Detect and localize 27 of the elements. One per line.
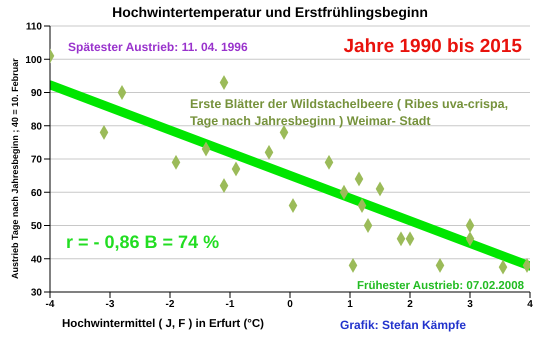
x-tick-label: -2 xyxy=(166,299,175,310)
y-tick-label: 110 xyxy=(26,22,42,33)
x-tick-label: 2 xyxy=(407,299,414,310)
chart-title: Hochwintertemperatur und Erstfrühlingsbeginn xyxy=(111,4,429,20)
x-axis-title: Hochwintermittel ( J, F ) in Erfurt (°C) xyxy=(62,318,264,330)
y-tick-label: 40 xyxy=(30,254,42,266)
y-tick-label: 60 xyxy=(30,188,42,199)
x-tick-label: 3 xyxy=(467,299,474,310)
x-tick-label: 1 xyxy=(347,299,354,310)
annotation: Frühester Austrieb: 07.02.2008 xyxy=(356,280,524,292)
x-tick-label: -1 xyxy=(226,299,235,310)
y-tick-label: 100 xyxy=(25,54,42,66)
x-tick-label: 4 xyxy=(527,299,534,310)
x-tick-label: 0 xyxy=(287,299,294,310)
annotation: r = - 0,86 B = 74 % xyxy=(66,232,220,253)
y-tick-label: 50 xyxy=(30,221,42,232)
y-tick-label: 70 xyxy=(30,154,42,166)
y-tick-label: 80 xyxy=(30,121,42,132)
text: Grafik: Stefan Kämpfe xyxy=(340,318,466,332)
y-tick-label: 30 xyxy=(30,288,42,299)
x-tick-label: -4 xyxy=(46,299,55,310)
annotation: Jahre 1990 bis 2015 xyxy=(343,36,522,58)
annotation: Erste Blätter der Wildstachelbeere ( Ribes uva-crispa, Tage nach Jahresbeginn ) Weimar- Stadt xyxy=(190,96,510,130)
annotation: Spätester Austrieb: 11. 04. 1996 xyxy=(68,40,248,54)
y-tick-label: 90 xyxy=(30,88,42,100)
y-axis-title: Austrieb Tage nach Jahresbeginn ; 40 = 10. Februar xyxy=(10,58,20,279)
x-tick-label: -3 xyxy=(106,299,115,310)
